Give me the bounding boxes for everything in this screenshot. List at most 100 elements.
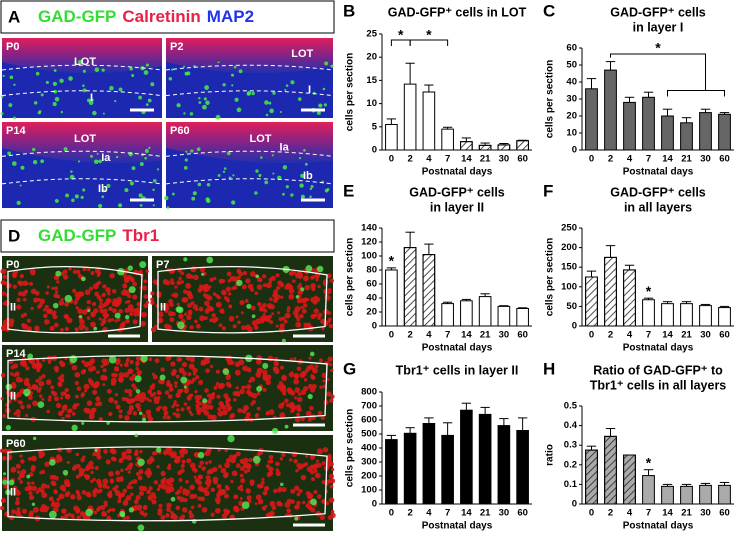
cell bbox=[24, 486, 30, 492]
cell bbox=[35, 71, 40, 76]
cell bbox=[217, 410, 224, 417]
gfp-cell bbox=[156, 447, 162, 453]
cell bbox=[135, 360, 140, 365]
cell bbox=[297, 273, 302, 277]
significance: * bbox=[398, 27, 404, 43]
cell bbox=[313, 295, 318, 300]
cell bbox=[204, 300, 210, 307]
cell bbox=[15, 463, 21, 469]
cell bbox=[145, 103, 149, 107]
cell bbox=[35, 361, 42, 368]
significance-bracket bbox=[409, 39, 449, 46]
cell bbox=[194, 389, 198, 394]
cell bbox=[225, 286, 231, 292]
cell bbox=[137, 407, 142, 412]
cell bbox=[329, 478, 336, 484]
cell bbox=[166, 206, 170, 209]
cell bbox=[300, 173, 305, 179]
cell bbox=[54, 501, 61, 508]
cell bbox=[250, 402, 254, 406]
cell bbox=[3, 448, 9, 454]
cell bbox=[226, 299, 230, 303]
cell bbox=[94, 487, 98, 491]
cell bbox=[61, 508, 67, 514]
cell bbox=[268, 466, 274, 472]
cell bbox=[27, 456, 32, 461]
cell bbox=[24, 377, 30, 384]
cell bbox=[250, 305, 256, 311]
cell bbox=[199, 266, 206, 273]
cell bbox=[126, 485, 131, 490]
cell bbox=[103, 449, 108, 454]
cell bbox=[84, 389, 88, 393]
cell bbox=[118, 409, 123, 414]
cell bbox=[174, 457, 181, 464]
cell bbox=[143, 70, 149, 75]
cell bbox=[94, 291, 100, 297]
cell bbox=[137, 475, 143, 481]
cell bbox=[99, 417, 103, 421]
cell bbox=[96, 454, 102, 460]
cell bbox=[241, 325, 247, 331]
cell bbox=[235, 386, 239, 390]
cell bbox=[308, 356, 312, 360]
cell bbox=[255, 494, 262, 501]
cell bbox=[115, 368, 119, 372]
cell bbox=[101, 68, 105, 72]
bar bbox=[441, 303, 454, 327]
x-tick-label: 0 bbox=[589, 154, 594, 165]
cell bbox=[122, 488, 128, 494]
cell bbox=[233, 505, 238, 511]
cell bbox=[239, 388, 245, 395]
cell bbox=[126, 410, 132, 416]
cell bbox=[233, 65, 237, 69]
cell bbox=[226, 151, 231, 156]
bar bbox=[680, 485, 693, 505]
cell bbox=[259, 308, 263, 312]
cell bbox=[143, 303, 149, 309]
region-label: I bbox=[308, 84, 311, 96]
cell bbox=[181, 514, 186, 519]
cell bbox=[86, 299, 91, 305]
cell bbox=[165, 513, 170, 518]
cell bbox=[79, 511, 86, 517]
cell bbox=[66, 317, 73, 324]
cell bbox=[175, 392, 181, 398]
panel-letter: A bbox=[8, 7, 20, 26]
region-label: LOT bbox=[74, 133, 96, 145]
cell bbox=[68, 408, 73, 414]
cell bbox=[175, 412, 181, 419]
cell bbox=[247, 499, 252, 504]
cell bbox=[256, 367, 263, 374]
cell bbox=[303, 386, 309, 392]
cell bbox=[305, 410, 312, 417]
cell bbox=[54, 368, 59, 373]
x-tick-label: 4 bbox=[426, 330, 432, 341]
cell bbox=[209, 364, 214, 369]
cell bbox=[236, 107, 242, 113]
cell bbox=[330, 394, 335, 399]
cell bbox=[110, 380, 116, 386]
gfp-cell bbox=[128, 286, 136, 294]
cell bbox=[9, 75, 14, 80]
cell bbox=[81, 309, 88, 315]
cell bbox=[281, 316, 286, 321]
cell bbox=[316, 111, 321, 115]
cell bbox=[135, 366, 139, 371]
cell bbox=[301, 308, 307, 314]
cell bbox=[309, 454, 316, 460]
cell bbox=[124, 307, 130, 313]
cell bbox=[256, 406, 261, 411]
cell bbox=[127, 304, 134, 310]
cell bbox=[321, 480, 326, 485]
cell bbox=[239, 299, 245, 306]
cell bbox=[12, 272, 17, 278]
image-label: P60 bbox=[6, 438, 26, 450]
cell bbox=[268, 314, 273, 319]
cell bbox=[196, 398, 200, 402]
cell bbox=[90, 271, 95, 276]
chart-title: Tbr1⁺ cells in all layers bbox=[590, 378, 727, 392]
cell bbox=[76, 494, 82, 501]
cell bbox=[38, 380, 45, 387]
cell bbox=[300, 305, 304, 310]
